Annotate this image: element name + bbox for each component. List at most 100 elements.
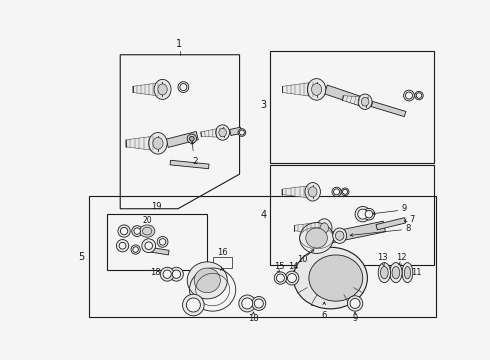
Ellipse shape: [381, 266, 388, 279]
Ellipse shape: [320, 223, 328, 233]
Circle shape: [180, 84, 187, 91]
Bar: [107, 214, 207, 270]
Polygon shape: [230, 127, 242, 135]
Circle shape: [170, 267, 183, 281]
Polygon shape: [170, 160, 209, 169]
Ellipse shape: [378, 263, 391, 283]
Ellipse shape: [309, 255, 363, 301]
Ellipse shape: [153, 138, 163, 149]
Polygon shape: [149, 247, 169, 255]
Circle shape: [242, 298, 253, 309]
Polygon shape: [324, 85, 368, 108]
Ellipse shape: [158, 84, 167, 95]
Polygon shape: [371, 102, 406, 117]
Text: 13: 13: [377, 253, 388, 262]
Ellipse shape: [358, 94, 372, 109]
Ellipse shape: [390, 263, 402, 283]
Ellipse shape: [404, 266, 411, 279]
Text: 9: 9: [352, 314, 358, 323]
Polygon shape: [132, 82, 162, 96]
Ellipse shape: [361, 98, 369, 106]
Circle shape: [341, 188, 349, 195]
Circle shape: [117, 239, 129, 252]
Circle shape: [133, 247, 138, 252]
Text: 8: 8: [405, 224, 411, 233]
Polygon shape: [201, 127, 224, 137]
Polygon shape: [376, 218, 406, 230]
Text: 5: 5: [78, 252, 84, 262]
Ellipse shape: [140, 225, 155, 237]
Ellipse shape: [336, 231, 344, 240]
Circle shape: [163, 270, 172, 278]
Circle shape: [132, 226, 143, 237]
Circle shape: [355, 206, 370, 222]
Polygon shape: [282, 185, 313, 198]
Text: 16: 16: [218, 248, 228, 257]
Ellipse shape: [294, 247, 368, 309]
Ellipse shape: [194, 268, 221, 293]
Ellipse shape: [307, 78, 326, 100]
Circle shape: [365, 210, 373, 218]
Ellipse shape: [154, 80, 171, 99]
Circle shape: [186, 298, 200, 312]
Polygon shape: [282, 82, 317, 97]
Text: 15: 15: [274, 262, 285, 271]
Ellipse shape: [216, 125, 229, 140]
Ellipse shape: [300, 222, 334, 253]
Bar: [270, 165, 434, 265]
Circle shape: [415, 91, 423, 100]
Bar: [214, 257, 232, 268]
Polygon shape: [331, 221, 386, 243]
Ellipse shape: [392, 266, 400, 279]
Text: 6: 6: [321, 311, 327, 320]
Ellipse shape: [305, 183, 320, 201]
Circle shape: [118, 225, 130, 237]
Polygon shape: [125, 136, 158, 151]
Circle shape: [178, 82, 189, 93]
Text: 14: 14: [288, 262, 299, 271]
Text: 19: 19: [151, 202, 162, 211]
Ellipse shape: [317, 219, 332, 237]
Circle shape: [160, 267, 174, 281]
Circle shape: [276, 274, 284, 282]
Ellipse shape: [333, 228, 346, 243]
Circle shape: [239, 295, 256, 312]
Ellipse shape: [143, 227, 152, 235]
Polygon shape: [120, 55, 240, 209]
Polygon shape: [166, 131, 198, 147]
Circle shape: [142, 239, 156, 253]
Circle shape: [254, 299, 263, 308]
Text: 18: 18: [248, 314, 259, 323]
Circle shape: [288, 274, 296, 283]
Text: 18: 18: [150, 268, 161, 277]
Circle shape: [334, 189, 340, 195]
Text: 17: 17: [188, 307, 198, 316]
Ellipse shape: [187, 262, 227, 299]
Circle shape: [252, 297, 266, 310]
Circle shape: [187, 134, 196, 143]
Bar: [270, 51, 434, 163]
Circle shape: [347, 296, 363, 311]
Ellipse shape: [309, 187, 317, 197]
Circle shape: [274, 272, 287, 284]
Bar: [89, 195, 436, 317]
Text: 7: 7: [409, 215, 415, 224]
Circle shape: [358, 209, 368, 219]
Polygon shape: [294, 222, 323, 234]
Bar: [311, 296, 337, 305]
Polygon shape: [343, 96, 368, 108]
Circle shape: [159, 239, 166, 245]
Text: 1: 1: [176, 39, 183, 49]
Circle shape: [145, 242, 152, 249]
Circle shape: [343, 189, 347, 194]
Text: 12: 12: [396, 253, 407, 262]
Circle shape: [190, 136, 194, 141]
Circle shape: [405, 92, 413, 99]
Circle shape: [131, 245, 140, 254]
Circle shape: [183, 294, 204, 316]
Circle shape: [157, 237, 168, 247]
Circle shape: [121, 228, 128, 235]
Text: 10: 10: [297, 255, 308, 264]
Circle shape: [240, 130, 245, 135]
Text: 2: 2: [192, 157, 198, 166]
